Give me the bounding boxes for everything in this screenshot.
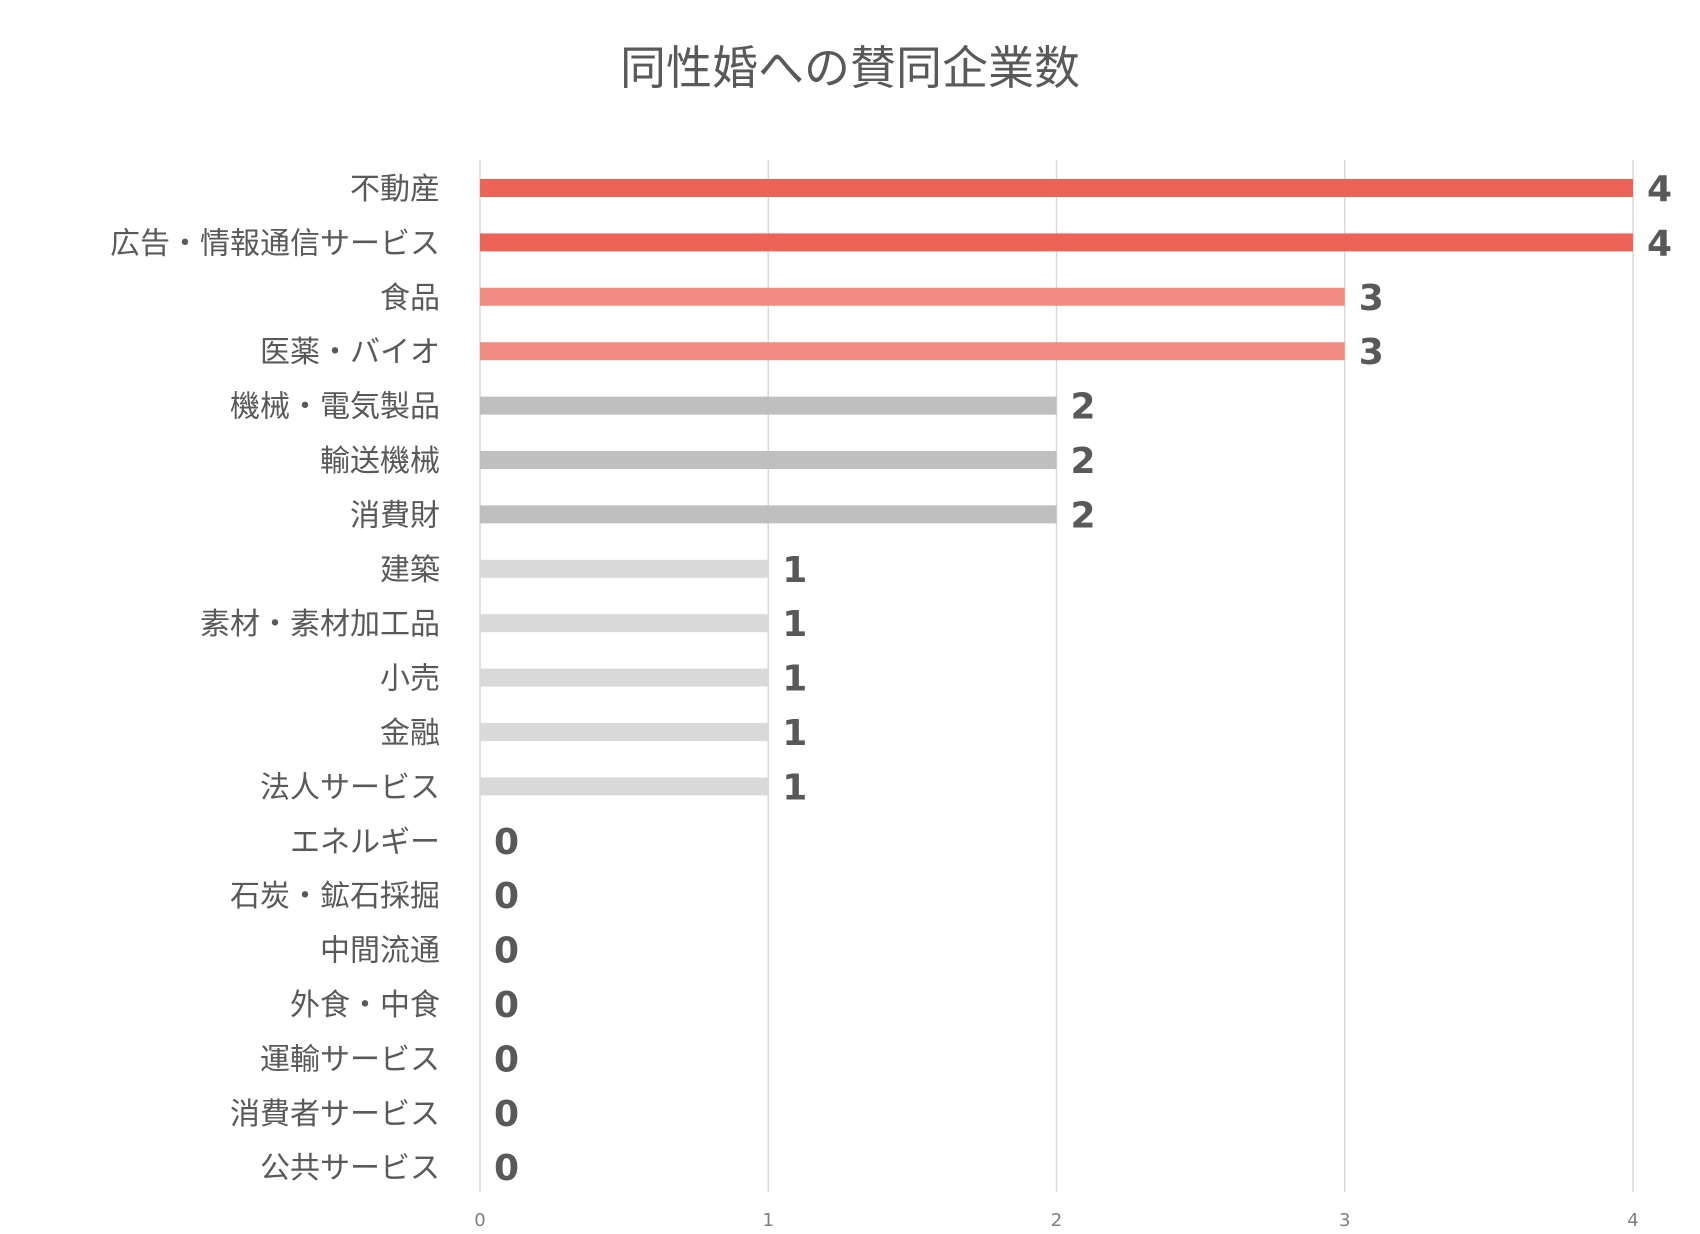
category-label: エネルギー [290,825,440,860]
data-label: 3 [1359,278,1384,319]
data-label: 1 [782,767,807,808]
bar [480,668,769,687]
data-label: 0 [494,1039,519,1080]
data-label: 0 [494,985,519,1026]
category-label: 輸送機械 [320,444,440,479]
data-label: 1 [782,713,807,754]
bar [480,614,769,633]
bar [480,287,1345,306]
bar [480,179,1633,197]
category-label: 消費者サービス [230,1097,440,1132]
data-label: 2 [1071,387,1096,428]
x-tick-label: 0 [474,1210,485,1231]
data-label: 0 [494,1148,519,1189]
chart-title: 同性婚への賛同企業数 [620,41,1080,95]
category-label: 広告・情報通信サービス [110,226,440,261]
category-label: 石炭・鉱石採掘 [230,879,440,914]
data-label: 0 [494,1094,519,1135]
x-tick-label: 3 [1339,1210,1350,1231]
category-label: 機械・電気製品 [230,390,440,425]
category-label: 建築 [380,553,440,588]
bar [480,396,1057,415]
x-tick-label: 1 [763,1210,774,1231]
data-label: 1 [782,604,807,645]
data-label: 1 [782,659,807,700]
category-label: 金融 [380,716,440,751]
category-label: 医薬・バイオ [260,335,440,370]
category-label: 法人サービス [260,770,440,805]
data-label: 0 [494,822,519,863]
data-label: 4 [1647,169,1672,210]
category-label: 素材・素材加工品 [200,607,440,642]
data-label: 0 [494,931,519,972]
data-label: 2 [1071,441,1096,482]
category-label: 小売 [380,662,440,697]
data-label: 1 [782,550,807,591]
category-label: 運輸サービス [260,1042,440,1077]
bar [480,342,1345,361]
category-label: 不動産 [350,172,440,207]
category-label: 消費財 [350,498,440,533]
category-label: 中間流通 [320,934,440,969]
bar [480,233,1633,252]
bar [480,723,769,741]
data-label: 3 [1359,332,1384,373]
category-label: 外食・中食 [290,988,440,1023]
category-label: 公共サービス [260,1151,440,1186]
labels: 0 1 2 3 4 不動産 4 広告・情報通信サービス 4 食品 3 医薬・バイオ 3 機械・電気製品 2 輸… [110,169,1672,1231]
bar [480,451,1057,469]
x-tick-label: 4 [1627,1210,1638,1231]
data-label: 4 [1647,223,1672,264]
bar [480,505,1057,524]
bar [480,777,769,796]
x-tick-label: 2 [1051,1210,1062,1231]
category-label: 食品 [380,281,440,316]
data-label: 0 [494,876,519,917]
bars [480,179,1633,796]
data-label: 2 [1071,495,1096,536]
bar [480,559,769,578]
